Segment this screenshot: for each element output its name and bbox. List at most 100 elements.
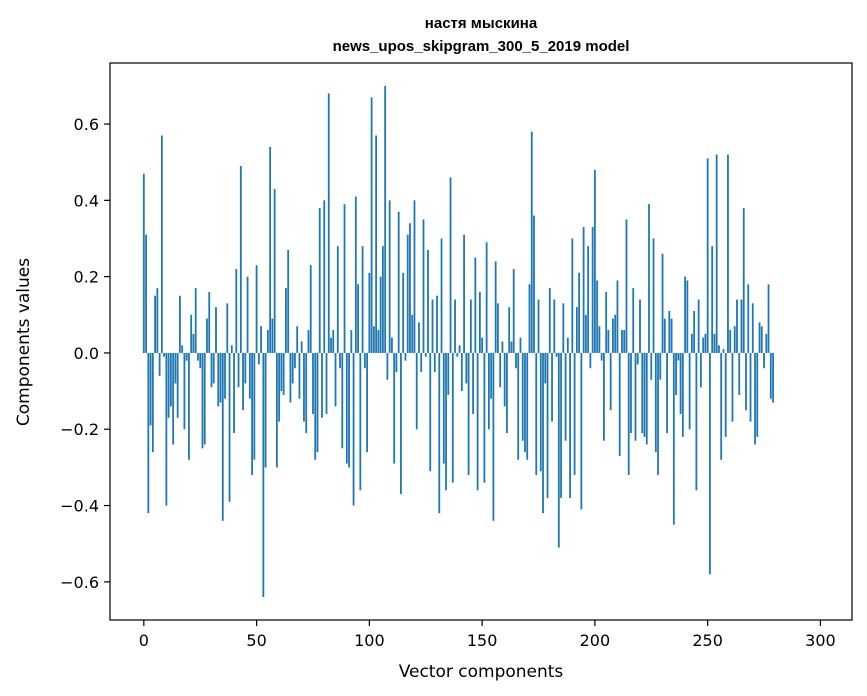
bar-112 xyxy=(395,352,398,373)
bar-100 xyxy=(368,272,371,353)
x-tick-label-200: 200 xyxy=(580,631,611,650)
bar-29 xyxy=(208,291,211,353)
bar-198 xyxy=(589,352,592,369)
bar-191 xyxy=(573,352,576,476)
bar-177 xyxy=(542,352,544,514)
bar-122 xyxy=(418,322,420,353)
bar-30 xyxy=(210,352,213,388)
bar-206 xyxy=(607,330,610,353)
bar-150 xyxy=(481,337,484,353)
bar-108 xyxy=(386,352,389,380)
bar-164 xyxy=(512,269,515,353)
bar-163 xyxy=(510,341,513,353)
bar-65 xyxy=(289,352,292,403)
bar-218 xyxy=(634,352,637,441)
bar-45 xyxy=(244,352,247,384)
bar-170 xyxy=(526,352,529,460)
bar-263 xyxy=(736,299,738,353)
bar-41 xyxy=(235,269,238,353)
bar-52 xyxy=(260,326,262,353)
bar-series xyxy=(142,85,774,598)
bar-162 xyxy=(508,307,511,353)
bar-187 xyxy=(564,352,567,441)
bar-141 xyxy=(460,352,463,392)
bar-137 xyxy=(451,352,454,483)
bar-241 xyxy=(686,280,689,353)
bar-78 xyxy=(318,207,321,353)
bar-182 xyxy=(553,299,556,353)
bar-244 xyxy=(693,310,696,353)
bar-43 xyxy=(239,166,242,353)
bar-31 xyxy=(212,352,215,384)
bar-181 xyxy=(551,352,553,422)
bar-136 xyxy=(449,177,452,353)
bar-161 xyxy=(506,352,508,434)
bar-211 xyxy=(618,352,621,456)
bar-145 xyxy=(469,299,472,353)
y-tick-label-4: 0.2 xyxy=(74,268,99,287)
bar-265 xyxy=(740,299,743,353)
bar-106 xyxy=(381,246,384,353)
bar-155 xyxy=(492,352,495,521)
bar-180 xyxy=(548,288,551,353)
bar-90 xyxy=(345,352,348,464)
x-tick-label-0: 0 xyxy=(139,631,149,650)
bar-39 xyxy=(230,345,233,353)
y-tick-label-5: 0.4 xyxy=(74,191,99,210)
bar-168 xyxy=(521,352,524,441)
bar-240 xyxy=(684,276,686,353)
bar-85 xyxy=(334,352,337,407)
bar-199 xyxy=(591,227,594,353)
bar-247 xyxy=(699,352,702,388)
bar-79 xyxy=(321,352,323,418)
bar-200 xyxy=(593,169,596,353)
bar-68 xyxy=(296,326,299,353)
bar-70 xyxy=(300,341,303,353)
bar-210 xyxy=(616,280,619,353)
bar-174 xyxy=(535,352,538,476)
bar-186 xyxy=(562,303,565,353)
bar-231 xyxy=(663,318,666,353)
bar-32 xyxy=(215,307,217,353)
bar-96 xyxy=(359,352,362,491)
bar-6 xyxy=(156,288,159,353)
bar-123 xyxy=(420,352,423,373)
bar-190 xyxy=(571,238,574,353)
bar-58 xyxy=(273,188,276,353)
bar-49 xyxy=(253,352,256,460)
bar-50 xyxy=(255,265,258,353)
bar-66 xyxy=(291,352,294,384)
bar-179 xyxy=(546,352,549,498)
bar-204 xyxy=(603,352,605,441)
bar-131 xyxy=(438,352,441,514)
bar-165 xyxy=(515,352,517,369)
bar-275 xyxy=(763,352,765,369)
bar-169 xyxy=(524,352,526,453)
bar-22 xyxy=(192,333,195,353)
bar-203 xyxy=(600,352,603,361)
bar-243 xyxy=(690,333,693,353)
bar-114 xyxy=(400,352,402,495)
bar-208 xyxy=(612,318,614,353)
bar-24 xyxy=(197,352,199,361)
bar-262 xyxy=(733,326,736,353)
bar-147 xyxy=(474,257,477,353)
bar-37 xyxy=(226,303,229,353)
bar-226 xyxy=(652,238,655,353)
y-tick-label-3: 0.0 xyxy=(74,344,99,363)
bar-111 xyxy=(393,352,396,464)
bar-153 xyxy=(487,352,490,430)
x-tick-label-250: 250 xyxy=(692,631,723,650)
bar-236 xyxy=(675,352,677,395)
bar-47 xyxy=(248,352,251,399)
bar-4 xyxy=(151,352,154,453)
bar-113 xyxy=(397,211,400,353)
bar-192 xyxy=(575,307,578,353)
bar-273 xyxy=(758,322,761,353)
bar-237 xyxy=(677,352,680,361)
bar-3 xyxy=(149,352,152,426)
bar-217 xyxy=(632,288,635,353)
bar-248 xyxy=(702,337,705,353)
bar-75 xyxy=(312,352,314,414)
